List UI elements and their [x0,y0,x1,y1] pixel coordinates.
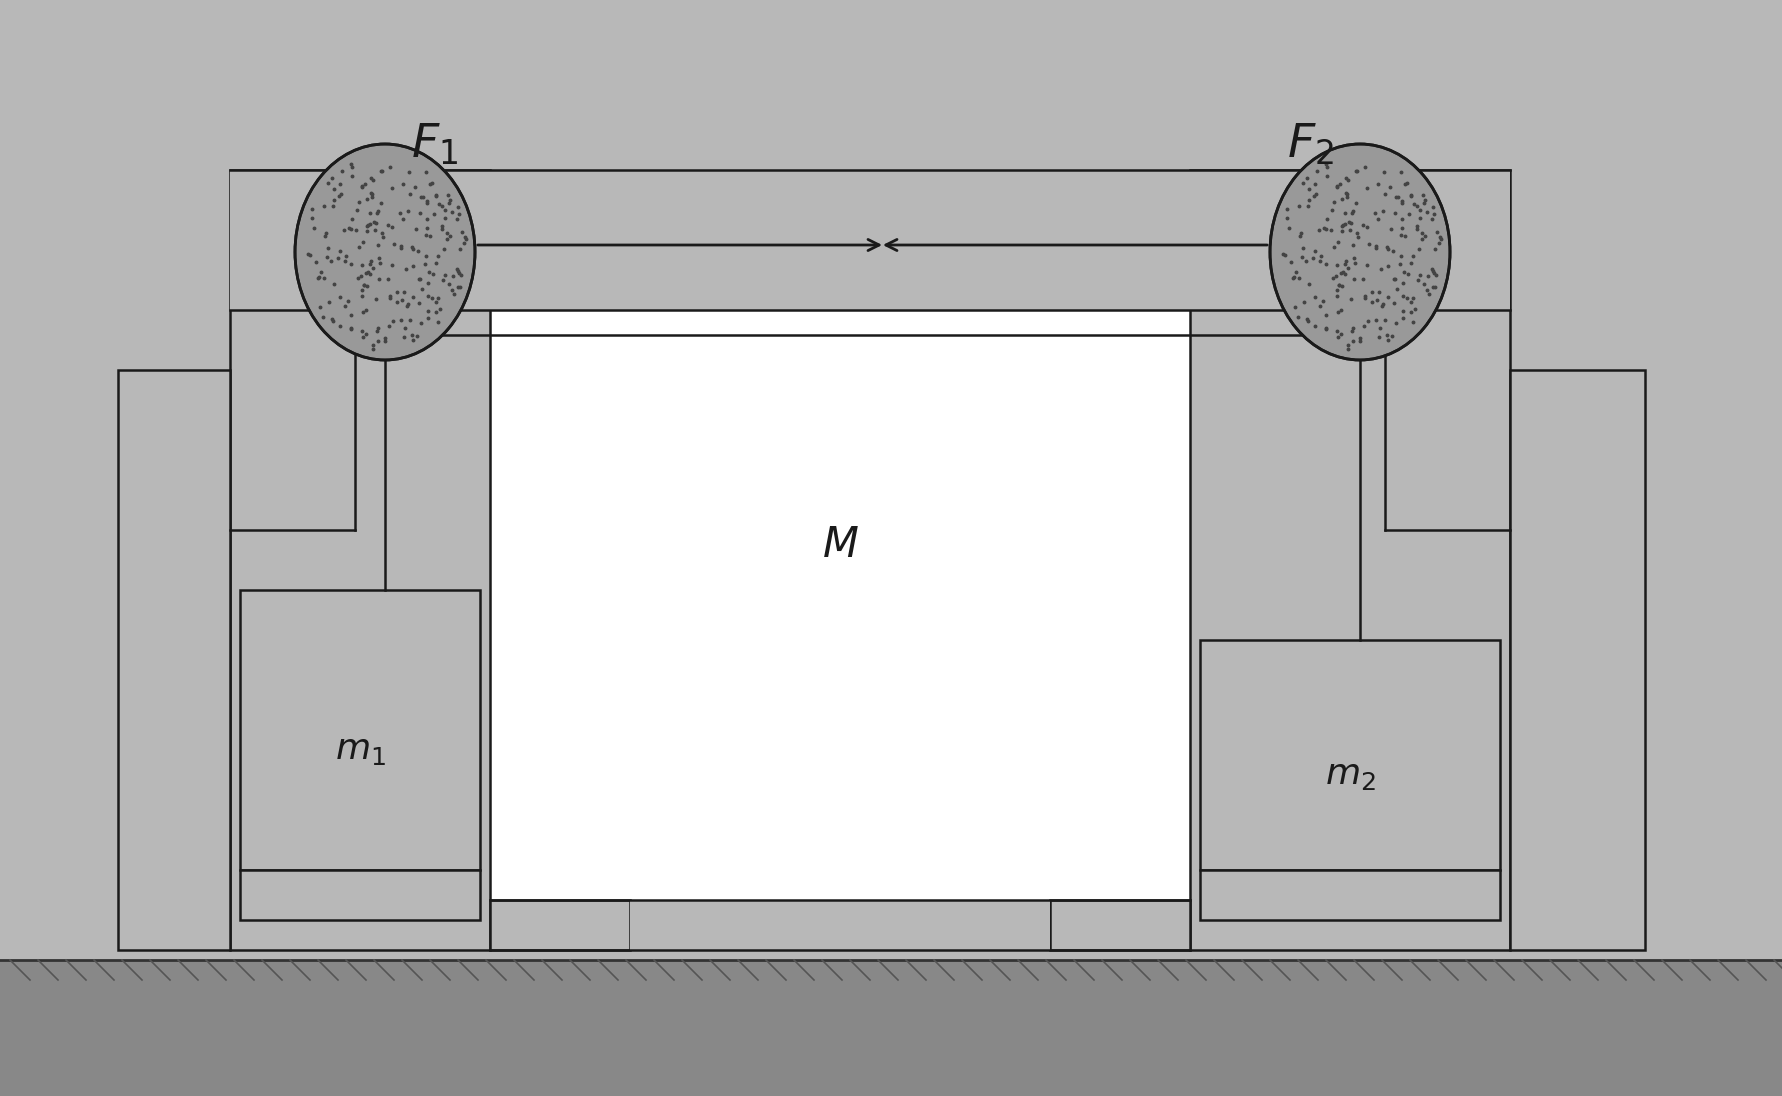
Bar [1509,370,1645,950]
Bar [118,370,230,950]
Bar [241,590,479,870]
Ellipse shape [1269,144,1449,359]
Bar [629,900,1050,950]
Text: $F_2$: $F_2$ [1287,123,1333,168]
Bar [490,900,629,950]
Bar [1189,170,1509,950]
Text: $F_1$: $F_1$ [412,123,458,168]
Bar [230,170,490,950]
Bar [1199,640,1499,870]
Bar [490,170,1189,900]
Bar [0,960,1782,1096]
Text: $m_2$: $m_2$ [1324,758,1374,792]
Bar [230,170,1509,310]
Text: $M$: $M$ [822,524,857,566]
Bar [1050,900,1189,950]
Bar [1199,870,1499,920]
Ellipse shape [294,144,474,359]
Text: $m_1$: $m_1$ [335,733,385,767]
Bar [241,870,479,920]
